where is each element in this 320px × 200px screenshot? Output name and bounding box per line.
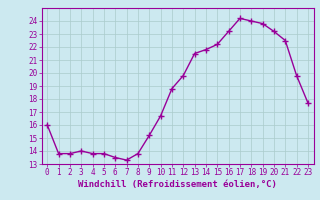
X-axis label: Windchill (Refroidissement éolien,°C): Windchill (Refroidissement éolien,°C) <box>78 180 277 189</box>
